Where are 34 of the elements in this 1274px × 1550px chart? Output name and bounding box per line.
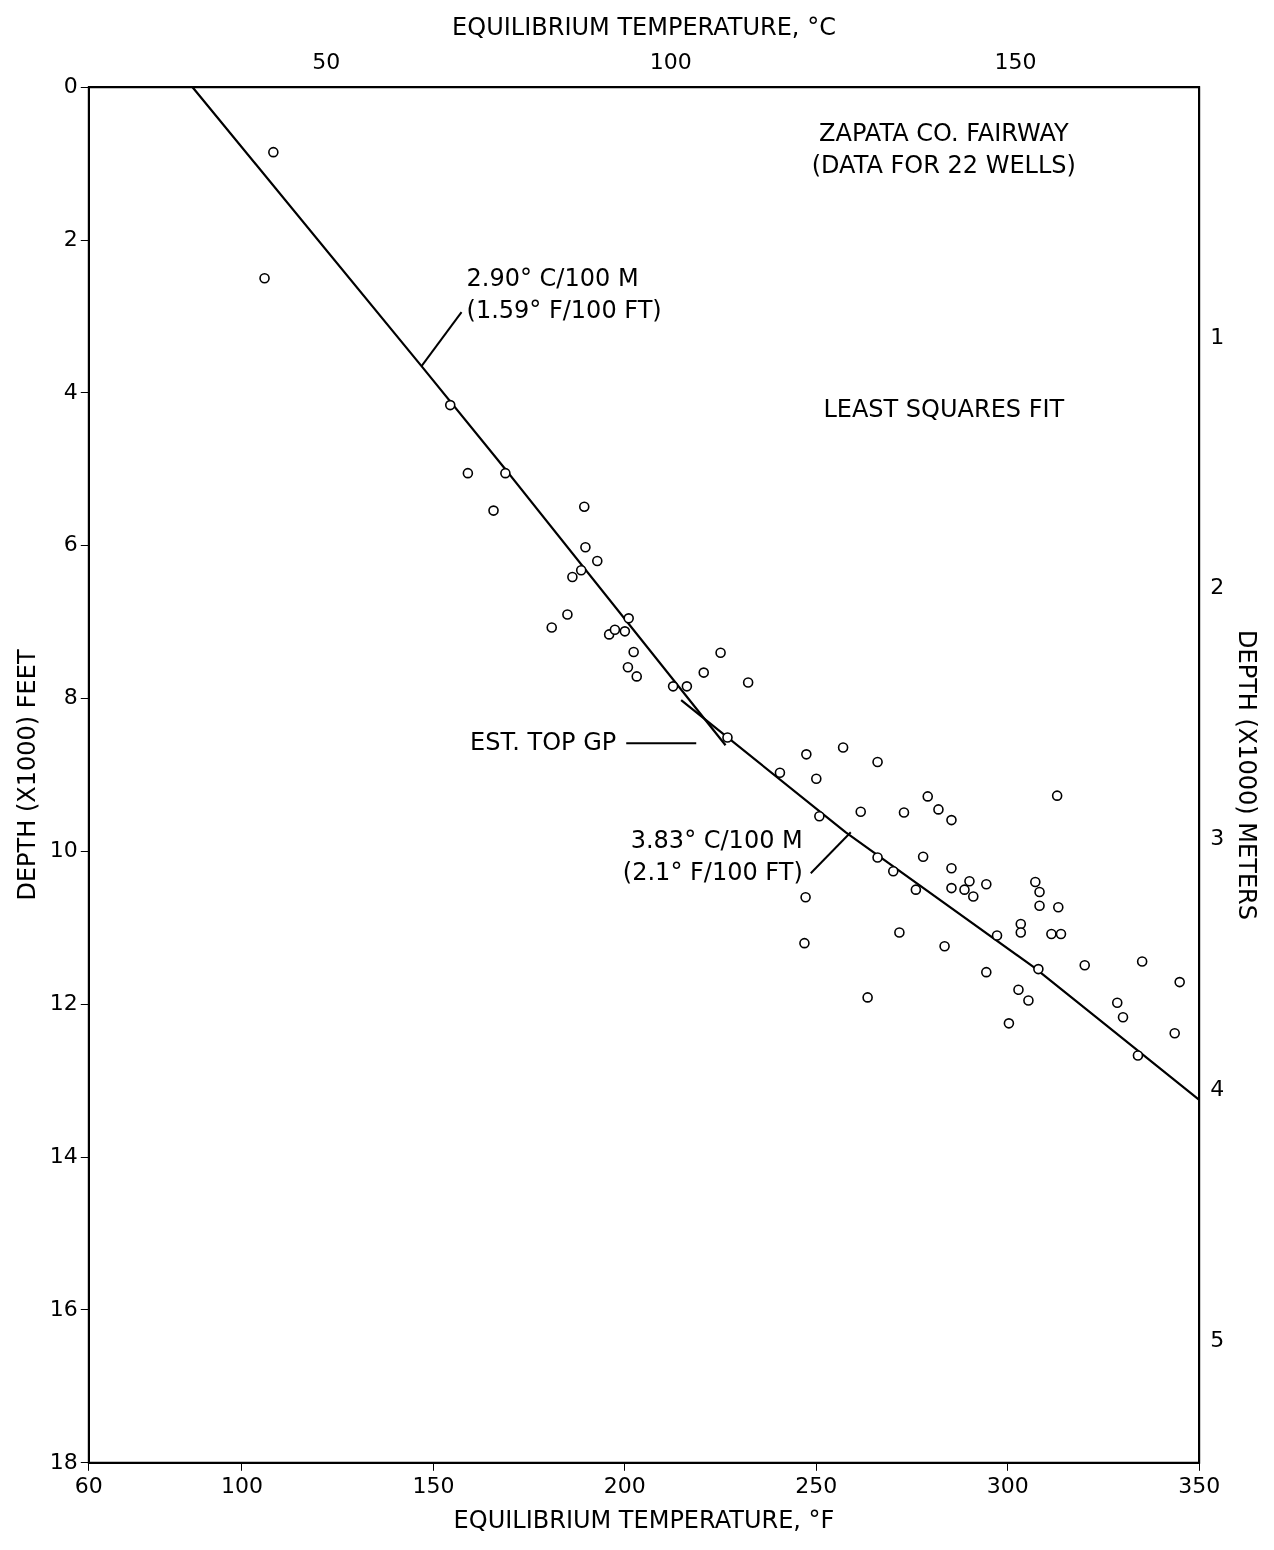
- y2-tick-label: 5: [1210, 1326, 1225, 1352]
- y2-tick-label: 4: [1210, 1075, 1225, 1101]
- x2-tick-label: 150: [994, 48, 1037, 74]
- x2-tick-label: 50: [312, 48, 341, 74]
- y2-tick-label: 1: [1210, 323, 1225, 349]
- y-axis-title: DEPTH (X1000) FEET: [12, 649, 41, 901]
- x-tick-label: 250: [795, 1472, 838, 1498]
- text: ZAPATA CO. FAIRWAY (DATA FOR 22 WELLS): [811, 119, 1076, 180]
- annotation: 3.83° C/100 M (2.1° F/100 FT): [622, 825, 803, 886]
- x2-axis-title: EQUILIBRIUM TEMPERATURE, °C: [452, 12, 836, 41]
- annotation: LEAST SQUARES FIT: [823, 394, 1065, 423]
- y-tick-label: 10: [49, 837, 78, 863]
- y-tick-label: 16: [49, 1295, 78, 1321]
- y-tick-label: 2: [63, 225, 78, 251]
- x-tick-label: 350: [1178, 1472, 1221, 1498]
- y-tick-label: 8: [63, 684, 78, 710]
- y-tick-label: 6: [63, 531, 78, 557]
- x-tick-label: 60: [74, 1472, 103, 1498]
- x-tick-label: 150: [412, 1472, 455, 1498]
- x-axis-title: EQUILIBRIUM TEMPERATURE, °F: [453, 1505, 835, 1534]
- annotation: 2.90° C/100 M (1.59° F/100 FT): [466, 264, 662, 325]
- y-tick-label: 14: [49, 1142, 78, 1168]
- x2-tick-label: 100: [649, 48, 692, 74]
- y2-tick-label: 3: [1210, 825, 1225, 851]
- y-tick-label: 12: [49, 989, 78, 1015]
- x-tick-label: 100: [220, 1472, 263, 1498]
- y2-tick-label: 2: [1210, 574, 1225, 600]
- annotation: EST. TOP GP: [470, 727, 617, 756]
- y-tick-label: 4: [63, 378, 78, 404]
- x-tick-label: 300: [986, 1472, 1029, 1498]
- y-tick-label: 18: [49, 1448, 78, 1474]
- y-tick-label: 0: [63, 72, 78, 98]
- x-tick-label: 200: [603, 1472, 646, 1498]
- y2-axis-title: DEPTH (X1000) METERS: [1233, 630, 1262, 920]
